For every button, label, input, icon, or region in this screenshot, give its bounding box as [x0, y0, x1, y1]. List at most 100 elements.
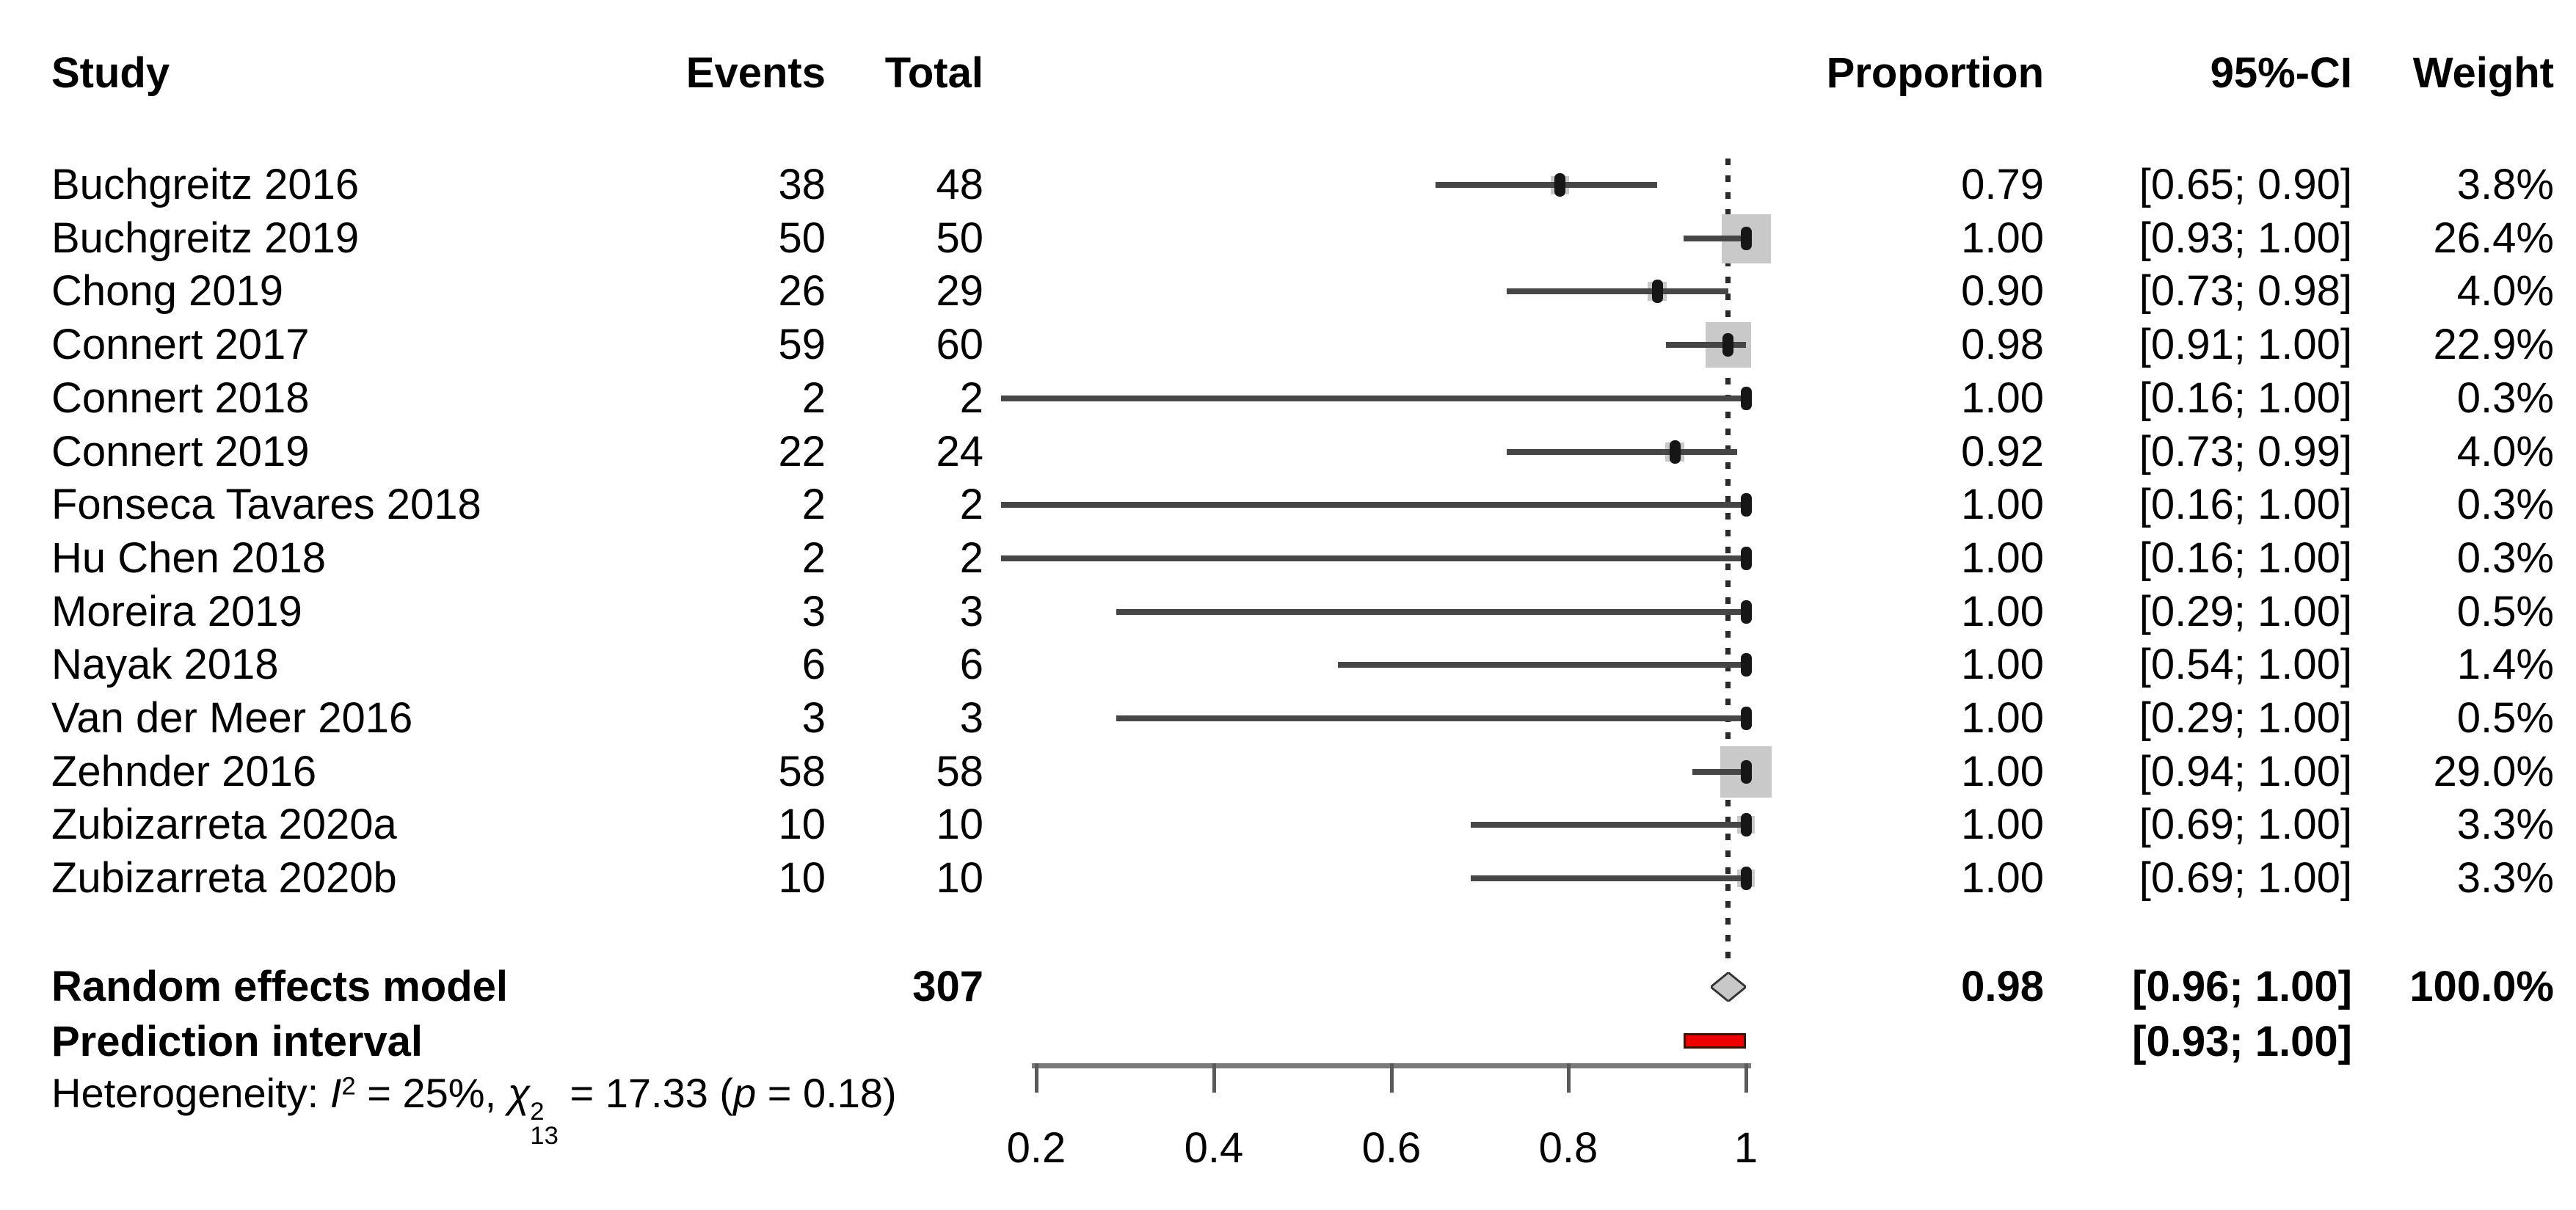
study-ci: [0.29; 1.00] [2139, 588, 2352, 635]
study-weight: 0.3% [2456, 374, 2554, 422]
axis-tick-label: 0.8 [1538, 1124, 1598, 1172]
study-ci: [0.29; 1.00] [2139, 694, 2352, 742]
ci-line [1692, 769, 1746, 775]
het-p-symbol: p [733, 1070, 757, 1116]
study-events: 3 [801, 694, 826, 742]
study-ci: [0.16; 1.00] [2139, 374, 2352, 422]
study-name: Zehnder 2016 [51, 748, 317, 795]
study-proportion: 1.00 [1961, 748, 2044, 795]
study-ci: [0.94; 1.00] [2139, 748, 2352, 795]
axis-tick [1035, 1063, 1038, 1093]
study-total: 2 [959, 534, 983, 582]
ci-line [1507, 449, 1737, 455]
study-proportion: 0.90 [1961, 267, 2044, 315]
het-i-exponent: 2 [341, 1072, 356, 1101]
study-events: 26 [778, 267, 826, 315]
heterogeneity-note: Heterogeneity: I2 = 25%, χ 2 13 = 17.33 (p… [51, 1070, 897, 1149]
study-weight: 0.3% [2456, 481, 2554, 528]
study-events: 50 [778, 214, 826, 262]
study-weight: 4.0% [2456, 267, 2554, 315]
study-name: Moreira 2019 [51, 588, 302, 635]
point-marker [1741, 707, 1752, 730]
axis-tick-label: 0.2 [1006, 1124, 1066, 1172]
het-chi-symbol: χ [507, 1070, 531, 1116]
study-events: 58 [778, 748, 826, 795]
point-marker [1741, 760, 1752, 784]
header-ci: 95%-CI [2210, 49, 2352, 97]
study-events: 59 [778, 321, 826, 368]
point-marker [1741, 653, 1752, 677]
ci-line [1471, 875, 1746, 881]
ci-line [1116, 715, 1746, 721]
study-weight: 0.5% [2456, 694, 2554, 742]
study-events: 2 [801, 374, 826, 422]
study-name: Van der Meer 2016 [51, 694, 413, 742]
point-marker [1741, 547, 1752, 570]
point-marker [1670, 440, 1681, 464]
study-name: Connert 2019 [51, 428, 310, 475]
study-ci: [0.91; 1.00] [2139, 321, 2352, 368]
header-proportion: Proportion [1826, 49, 2044, 97]
study-proportion: 0.98 [1961, 321, 2044, 368]
axis-tick-label: 0.4 [1184, 1124, 1244, 1172]
header-events: Events [685, 49, 826, 97]
study-ci: [0.69; 1.00] [2139, 801, 2352, 848]
study-events: 6 [801, 641, 826, 688]
point-marker [1741, 387, 1752, 410]
study-events: 2 [801, 481, 826, 528]
ci-line [1684, 236, 1746, 241]
study-weight: 26.4% [2433, 214, 2554, 262]
study-total: 3 [959, 694, 983, 742]
study-ci: [0.54; 1.00] [2139, 641, 2352, 688]
study-name: Zubizarreta 2020b [51, 854, 397, 902]
study-proportion: 1.00 [1961, 534, 2044, 582]
study-events: 22 [778, 428, 826, 475]
ci-line [1471, 822, 1746, 828]
study-proportion: 0.79 [1961, 161, 2044, 208]
header-study: Study [51, 49, 170, 97]
summary-total: 307 [912, 963, 983, 1010]
study-total: 48 [936, 161, 983, 208]
summary-label: Random effects model [51, 963, 508, 1010]
ci-line [1001, 396, 1746, 401]
study-events: 2 [801, 534, 826, 582]
study-total: 60 [936, 321, 983, 368]
study-events: 38 [778, 161, 826, 208]
summary-ci: [0.96; 1.00] [2132, 963, 2352, 1010]
study-name: Fonseca Tavares 2018 [51, 481, 481, 528]
study-ci: [0.73; 0.98] [2139, 267, 2352, 315]
study-weight: 0.5% [2456, 588, 2554, 635]
ci-line [1001, 502, 1746, 508]
study-total: 6 [959, 641, 983, 688]
study-proportion: 1.00 [1961, 801, 2044, 848]
axis-tick [1744, 1063, 1748, 1093]
study-proportion: 1.00 [1961, 214, 2044, 262]
study-name: Buchgreitz 2019 [51, 214, 360, 262]
study-weight: 22.9% [2433, 321, 2554, 368]
het-i-value: = 25%, [367, 1070, 497, 1116]
axis-tick [1390, 1063, 1394, 1093]
study-total: 50 [936, 214, 983, 262]
study-total: 2 [959, 374, 983, 422]
point-marker [1741, 867, 1752, 890]
point-marker [1741, 600, 1752, 624]
study-ci: [0.93; 1.00] [2139, 214, 2352, 262]
study-weight: 3.3% [2456, 854, 2554, 902]
study-proportion: 1.00 [1961, 854, 2044, 902]
study-ci: [0.16; 1.00] [2139, 481, 2352, 528]
study-weight: 1.4% [2456, 641, 2554, 688]
study-weight: 0.3% [2456, 534, 2554, 582]
het-chi-exponent: 2 [530, 1098, 545, 1126]
study-name: Buchgreitz 2016 [51, 161, 360, 208]
reference-line [1725, 158, 1731, 967]
study-name: Chong 2019 [51, 267, 284, 315]
het-p-value: = 0.18) [767, 1070, 897, 1116]
study-total: 10 [936, 801, 983, 848]
study-events: 10 [778, 854, 826, 902]
study-weight: 3.8% [2456, 161, 2554, 208]
study-weight: 29.0% [2433, 748, 2554, 795]
study-ci: [0.73; 0.99] [2139, 428, 2352, 475]
summary-weight: 100.0% [2409, 963, 2554, 1010]
study-total: 24 [936, 428, 983, 475]
